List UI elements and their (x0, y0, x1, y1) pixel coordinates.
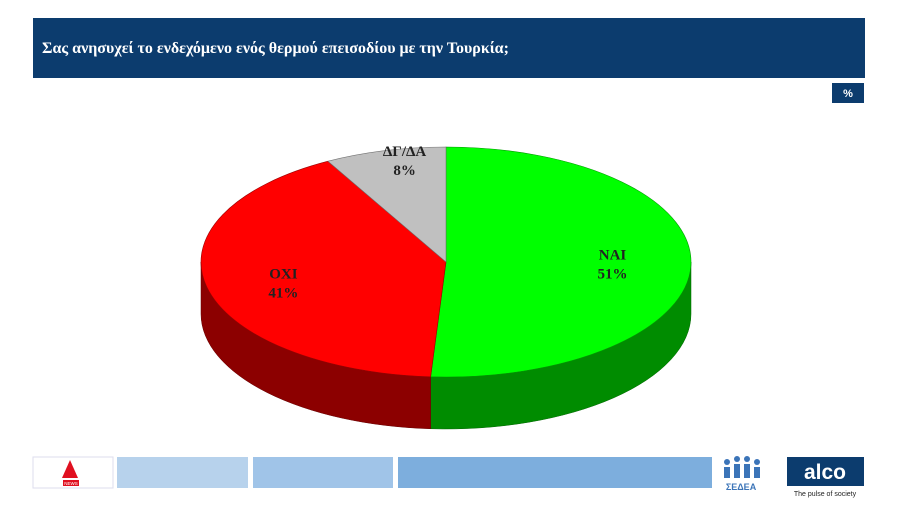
chart-title: Σας ανησυχεί το ενδεχόμενο ενός θερμού ε… (42, 40, 509, 57)
value-label: 8% (393, 163, 416, 179)
alpha-icon (62, 460, 78, 478)
unit-badge (832, 83, 864, 103)
alco-tagline: The pulse of society (794, 491, 857, 498)
sedea-text: ΣΕΔΕΑ (726, 482, 757, 492)
slice-label: ΟΧΙ (269, 267, 298, 283)
alpha-text: NEWS (64, 481, 78, 486)
alco-text: alco (804, 461, 846, 484)
slice-label: ΔΓ/ΔΑ (383, 144, 427, 160)
alco-box (787, 457, 864, 486)
slice (430, 146, 692, 378)
unit-label: % (843, 88, 853, 100)
sedea-icon (724, 456, 760, 478)
title-bar (33, 18, 865, 78)
pie: ΝΑΙ 51% ΟΧΙ 41% ΔΓ/ΔΑ 8% (200, 144, 692, 430)
footer-band (253, 457, 393, 488)
footer-band (117, 457, 248, 488)
slice (200, 160, 447, 378)
value-label: 51% (598, 266, 628, 282)
slice-label: ΝΑΙ (599, 247, 627, 263)
alpha-tag (63, 480, 79, 486)
value-label: 41% (268, 286, 298, 302)
footer-band (398, 457, 712, 488)
slice (327, 146, 447, 263)
